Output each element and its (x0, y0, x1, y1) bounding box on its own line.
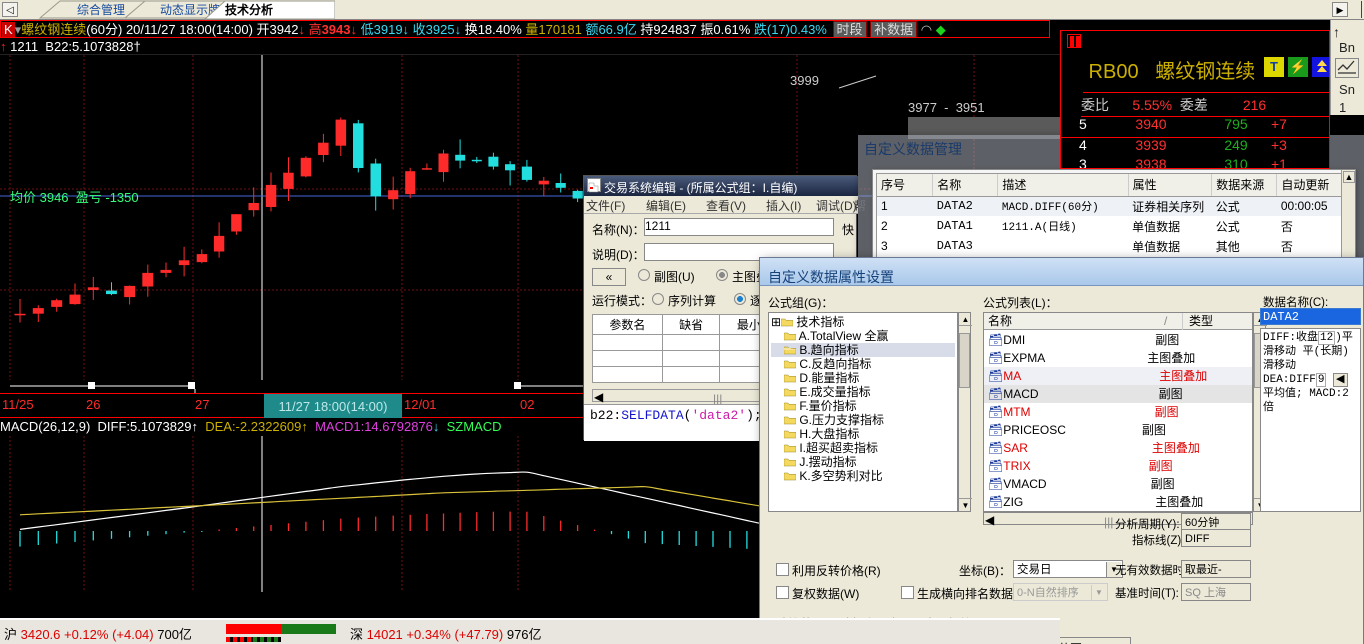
svg-text:综合管理: 综合管理 (77, 2, 125, 17)
svg-text:技术分析: 技术分析 (225, 2, 273, 17)
